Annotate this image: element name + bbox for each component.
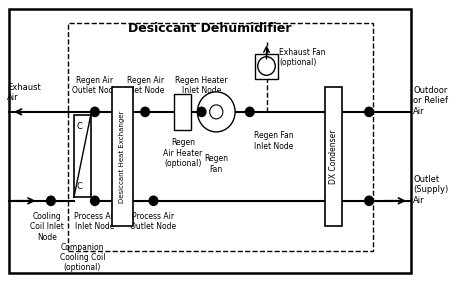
Ellipse shape bbox=[210, 105, 223, 119]
Text: Exhaust Fan
(optional): Exhaust Fan (optional) bbox=[279, 48, 325, 67]
Text: Regen
Fan: Regen Fan bbox=[204, 154, 228, 174]
Text: Regen Air
Inlet Node: Regen Air Inlet Node bbox=[126, 76, 165, 95]
Text: Process Air
Outlet Node: Process Air Outlet Node bbox=[130, 212, 176, 231]
Text: Exhaust
Air: Exhaust Air bbox=[7, 83, 40, 102]
Bar bbox=[68, 23, 373, 251]
Ellipse shape bbox=[245, 106, 255, 117]
Text: Desiccant Dehumidifier: Desiccant Dehumidifier bbox=[128, 22, 292, 35]
Text: Regen
Air Heater
(optional): Regen Air Heater (optional) bbox=[163, 138, 202, 168]
Text: DX Condenser: DX Condenser bbox=[329, 129, 338, 183]
Ellipse shape bbox=[140, 106, 150, 117]
Text: Process Air
Inlet Node: Process Air Inlet Node bbox=[74, 212, 116, 231]
Text: Cooling
Coil Inlet
Node: Cooling Coil Inlet Node bbox=[30, 212, 64, 242]
Bar bbox=[325, 87, 342, 226]
Text: Regen Heater
Inlet Node: Regen Heater Inlet Node bbox=[176, 76, 228, 95]
Ellipse shape bbox=[364, 106, 374, 117]
Ellipse shape bbox=[258, 57, 275, 75]
Bar bbox=[255, 53, 278, 78]
Text: Regen Fan
Inlet Node: Regen Fan Inlet Node bbox=[254, 131, 293, 151]
Text: C: C bbox=[77, 182, 83, 191]
Ellipse shape bbox=[90, 106, 100, 117]
Bar bbox=[175, 94, 191, 130]
Text: Companion
Cooling Coil
(optional): Companion Cooling Coil (optional) bbox=[59, 243, 105, 272]
Ellipse shape bbox=[197, 106, 207, 117]
Bar bbox=[112, 87, 133, 226]
Text: Regen Air
Outlet Node: Regen Air Outlet Node bbox=[72, 76, 118, 95]
Ellipse shape bbox=[148, 196, 158, 206]
Ellipse shape bbox=[46, 196, 56, 206]
Text: Outlet
(Supply)
Air: Outlet (Supply) Air bbox=[413, 175, 448, 205]
Ellipse shape bbox=[198, 92, 235, 132]
Bar bbox=[74, 115, 91, 197]
Ellipse shape bbox=[90, 196, 100, 206]
Text: C: C bbox=[77, 122, 83, 131]
Ellipse shape bbox=[364, 196, 374, 206]
Text: Outdoor
or Relief
Air: Outdoor or Relief Air bbox=[413, 86, 448, 116]
Text: Desiccant Heat Exchanger: Desiccant Heat Exchanger bbox=[119, 110, 125, 203]
